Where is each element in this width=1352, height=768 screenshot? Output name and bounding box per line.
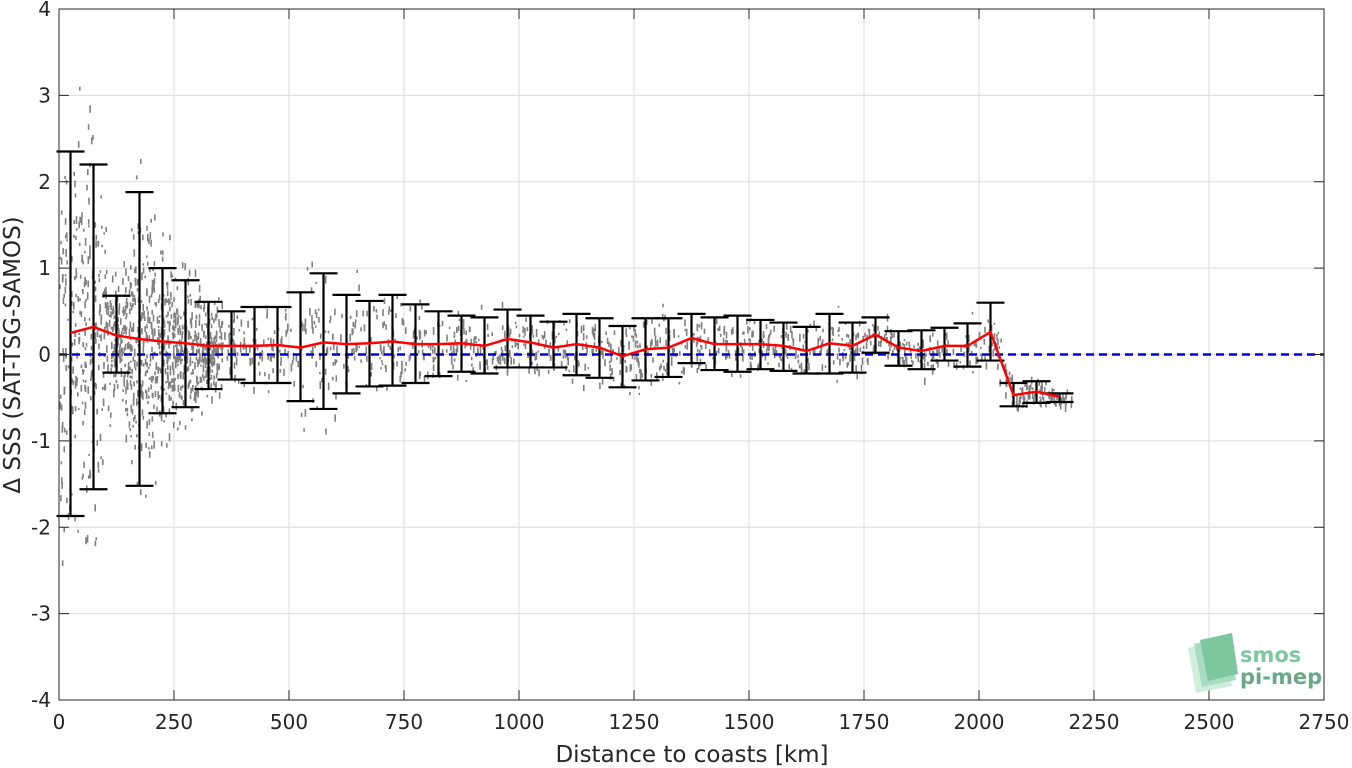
smos-pi-mep-logo: smos pi-mep [1188, 633, 1322, 693]
x-tick-label: 1000 [494, 710, 545, 734]
mean-line [70, 325, 1060, 399]
y-tick-label: -4 [31, 688, 51, 712]
y-tick-label: 4 [38, 0, 51, 21]
x-tick-label: 2250 [1069, 710, 1120, 734]
y-tick-label: -1 [31, 429, 51, 453]
y-tick-label: -2 [31, 515, 51, 539]
y-tick-label: 2 [38, 170, 51, 194]
plot-frame [58, 8, 1325, 701]
error-bar [930, 326, 959, 362]
scatter-points [59, 86, 1073, 566]
y-axis-title: Δ SSS (SAT-TSG-SAMOS) [0, 216, 26, 493]
error-bars [56, 150, 1074, 518]
x-tick-label: 1500 [724, 710, 775, 734]
y-tick-label: 3 [38, 83, 51, 107]
scatter-cloud [59, 86, 1073, 566]
error-bar [1045, 392, 1074, 404]
error-bar [56, 150, 85, 518]
logo-text-pi-mep: pi-mep [1240, 665, 1322, 689]
x-tick-label: 2000 [954, 710, 1005, 734]
x-tick-label: 2500 [1184, 710, 1235, 734]
x-axis-title: Distance to coasts [km] [555, 742, 828, 768]
y-tick-labels: -4 -3 -2 -1 0 1 2 3 4 [31, 0, 51, 712]
error-bar [309, 272, 338, 411]
x-tick-label: 1250 [609, 710, 660, 734]
x-tick-label: 1750 [839, 710, 890, 734]
mean-polyline [70, 325, 1060, 399]
y-tick-label: -3 [31, 602, 51, 626]
x-tick-label: 750 [385, 710, 423, 734]
error-bar [838, 321, 867, 374]
x-tick-label: 0 [53, 710, 66, 734]
logo-text-smos: smos [1240, 643, 1301, 667]
x-tick-label: 500 [270, 710, 308, 734]
y-tick-label: 0 [38, 343, 51, 367]
y-tick-label: 1 [38, 256, 51, 280]
x-tick-labels: 0 250 500 750 1000 1250 1500 1750 2000 2250 2500 27… [53, 710, 1350, 734]
logo-emblem-icon [1188, 633, 1238, 693]
x-tick-label: 2750 [1299, 710, 1350, 734]
error-bar [539, 320, 568, 369]
x-tick-label: 250 [155, 710, 193, 734]
